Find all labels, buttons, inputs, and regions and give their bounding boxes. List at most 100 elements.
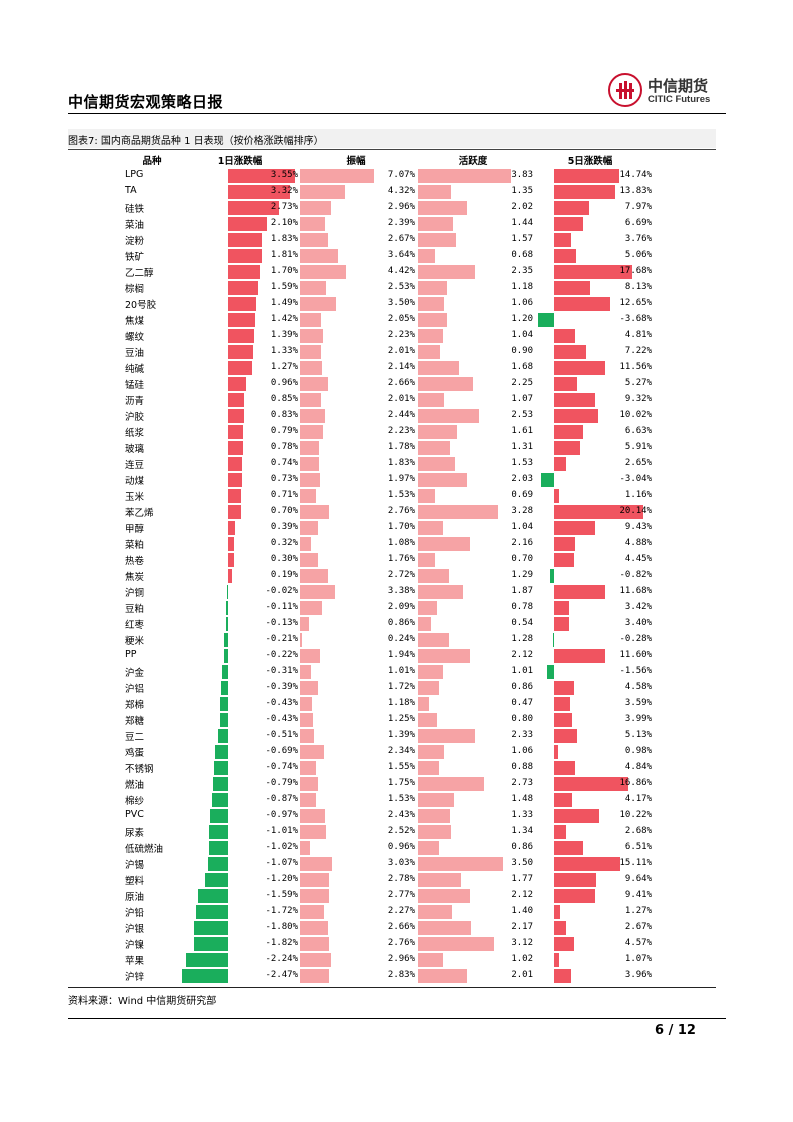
change-5d-bar — [554, 601, 570, 615]
commodity-name: 玻璃 — [125, 444, 145, 455]
amplitude-bar — [300, 473, 321, 487]
table-row: 沪胶 0.83% 2.44% 2.53 10.02% — [68, 408, 716, 424]
activity-bar — [418, 409, 480, 423]
activity-bar — [418, 841, 439, 855]
change-5d-value: 9.64% — [624, 874, 652, 884]
amplitude-bar — [300, 505, 329, 519]
commodity-name: 尿素 — [125, 828, 145, 839]
change-5d-value: 0.98% — [624, 746, 652, 756]
change-5d-bar — [554, 201, 590, 215]
amplitude-bar — [300, 297, 337, 311]
change-1d-value: -1.07% — [265, 858, 298, 868]
amplitude-bar — [300, 265, 346, 279]
table-row: LPG 3.55% 7.07% 3.83 14.74% — [68, 168, 716, 184]
change-1d-bar — [208, 841, 228, 855]
activity-value: 1.18 — [511, 282, 533, 292]
commodity-name: LPG — [125, 169, 144, 180]
change-5d-bar — [554, 345, 586, 359]
amplitude-value: 1.08% — [387, 538, 415, 548]
commodity-name: 燃油 — [125, 780, 145, 791]
activity-bar — [418, 249, 435, 263]
change-5d-value: 15.11% — [619, 858, 652, 868]
change-1d-value: -1.02% — [265, 842, 298, 852]
activity-bar — [418, 185, 451, 199]
change-1d-value: 1.49% — [270, 298, 298, 308]
amplitude-value: 3.64% — [387, 250, 415, 260]
logo-english-name: CITIC Futures — [648, 94, 711, 105]
change-5d-bar — [554, 617, 569, 631]
amplitude-value: 2.01% — [387, 346, 415, 356]
table-row: 菜油 2.10% 2.39% 1.44 6.69% — [68, 216, 716, 232]
change-5d-value: 4.17% — [624, 794, 652, 804]
change-1d-bar — [195, 905, 228, 919]
table-row: 沪金 -0.31% 1.01% 1.01 -1.56% — [68, 664, 716, 680]
change-1d-bar — [228, 297, 256, 311]
amplitude-bar — [300, 457, 320, 471]
activity-value: 0.54 — [511, 618, 533, 628]
activity-bar — [418, 921, 471, 935]
commodity-name: 菜粕 — [125, 540, 145, 551]
amplitude-bar — [300, 665, 311, 679]
change-1d-bar — [228, 249, 263, 263]
commodity-name: 苯乙烯 — [125, 508, 154, 519]
amplitude-value: 4.32% — [387, 186, 415, 196]
amplitude-bar — [300, 441, 319, 455]
activity-value: 1.31 — [511, 442, 533, 452]
change-1d-value: 0.19% — [270, 570, 298, 580]
amplitude-bar — [300, 745, 325, 759]
change-5d-bar — [554, 281, 590, 295]
commodity-name: 焦炭 — [125, 572, 145, 583]
change-1d-bar — [198, 889, 228, 903]
change-5d-value: 20.14% — [619, 506, 652, 516]
activity-bar — [418, 441, 450, 455]
change-1d-value: 0.70% — [270, 506, 298, 516]
amplitude-bar — [300, 569, 329, 583]
amplitude-value: 7.07% — [387, 170, 415, 180]
change-1d-value: -2.24% — [265, 954, 298, 964]
table-row: 不锈钢 -0.74% 1.55% 0.88 4.84% — [68, 760, 716, 776]
table-row: 乙二醇 1.70% 4.42% 2.35 17.68% — [68, 264, 716, 280]
table-row: 锰硅 0.96% 2.66% 2.25 5.27% — [68, 376, 716, 392]
amplitude-value: 1.53% — [387, 490, 415, 500]
change-5d-value: 11.68% — [619, 586, 652, 596]
change-5d-value: 4.88% — [624, 538, 652, 548]
change-5d-value: 11.56% — [619, 362, 652, 372]
change-5d-value: 17.68% — [619, 266, 652, 276]
change-1d-value: -0.43% — [265, 698, 298, 708]
column-header-1d-change: 1日涨跌幅 — [217, 156, 263, 167]
amplitude-bar — [300, 617, 309, 631]
change-5d-value: 7.97% — [624, 202, 652, 212]
table-row: 苹果 -2.24% 2.96% 1.02 1.07% — [68, 952, 716, 968]
change-1d-value: 0.79% — [270, 426, 298, 436]
activity-value: 2.35 — [511, 266, 533, 276]
table-row: PP -0.22% 1.94% 2.12 11.60% — [68, 648, 716, 664]
change-1d-value: -0.21% — [265, 634, 298, 644]
change-5d-value: 7.22% — [624, 346, 652, 356]
amplitude-bar — [300, 345, 321, 359]
footer-divider — [68, 1018, 726, 1019]
activity-value: 0.70 — [511, 554, 533, 564]
activity-value: 2.12 — [511, 650, 533, 660]
activity-bar — [418, 473, 468, 487]
activity-value: 0.68 — [511, 250, 533, 260]
amplitude-bar — [300, 857, 332, 871]
amplitude-bar — [300, 697, 313, 711]
change-5d-value: 1.16% — [624, 490, 652, 500]
change-5d-value: 6.63% — [624, 426, 652, 436]
change-1d-bar — [228, 569, 232, 583]
amplitude-bar — [300, 409, 326, 423]
activity-bar — [418, 809, 451, 823]
activity-value: 0.88 — [511, 762, 533, 772]
citic-logo: 中信期货 CITIC Futures — [608, 73, 726, 109]
activity-value: 1.33 — [511, 810, 533, 820]
amplitude-value: 0.24% — [387, 634, 415, 644]
commodity-name: 20号胶 — [125, 300, 157, 311]
change-5d-bar — [554, 745, 559, 759]
commodity-name: 粳米 — [125, 636, 145, 647]
amplitude-value: 1.18% — [387, 698, 415, 708]
change-5d-bar — [554, 425, 584, 439]
activity-value: 1.57 — [511, 234, 533, 244]
amplitude-bar — [300, 953, 331, 967]
commodity-name: 沪镍 — [125, 940, 145, 951]
table-row: 玉米 0.71% 1.53% 0.69 1.16% — [68, 488, 716, 504]
